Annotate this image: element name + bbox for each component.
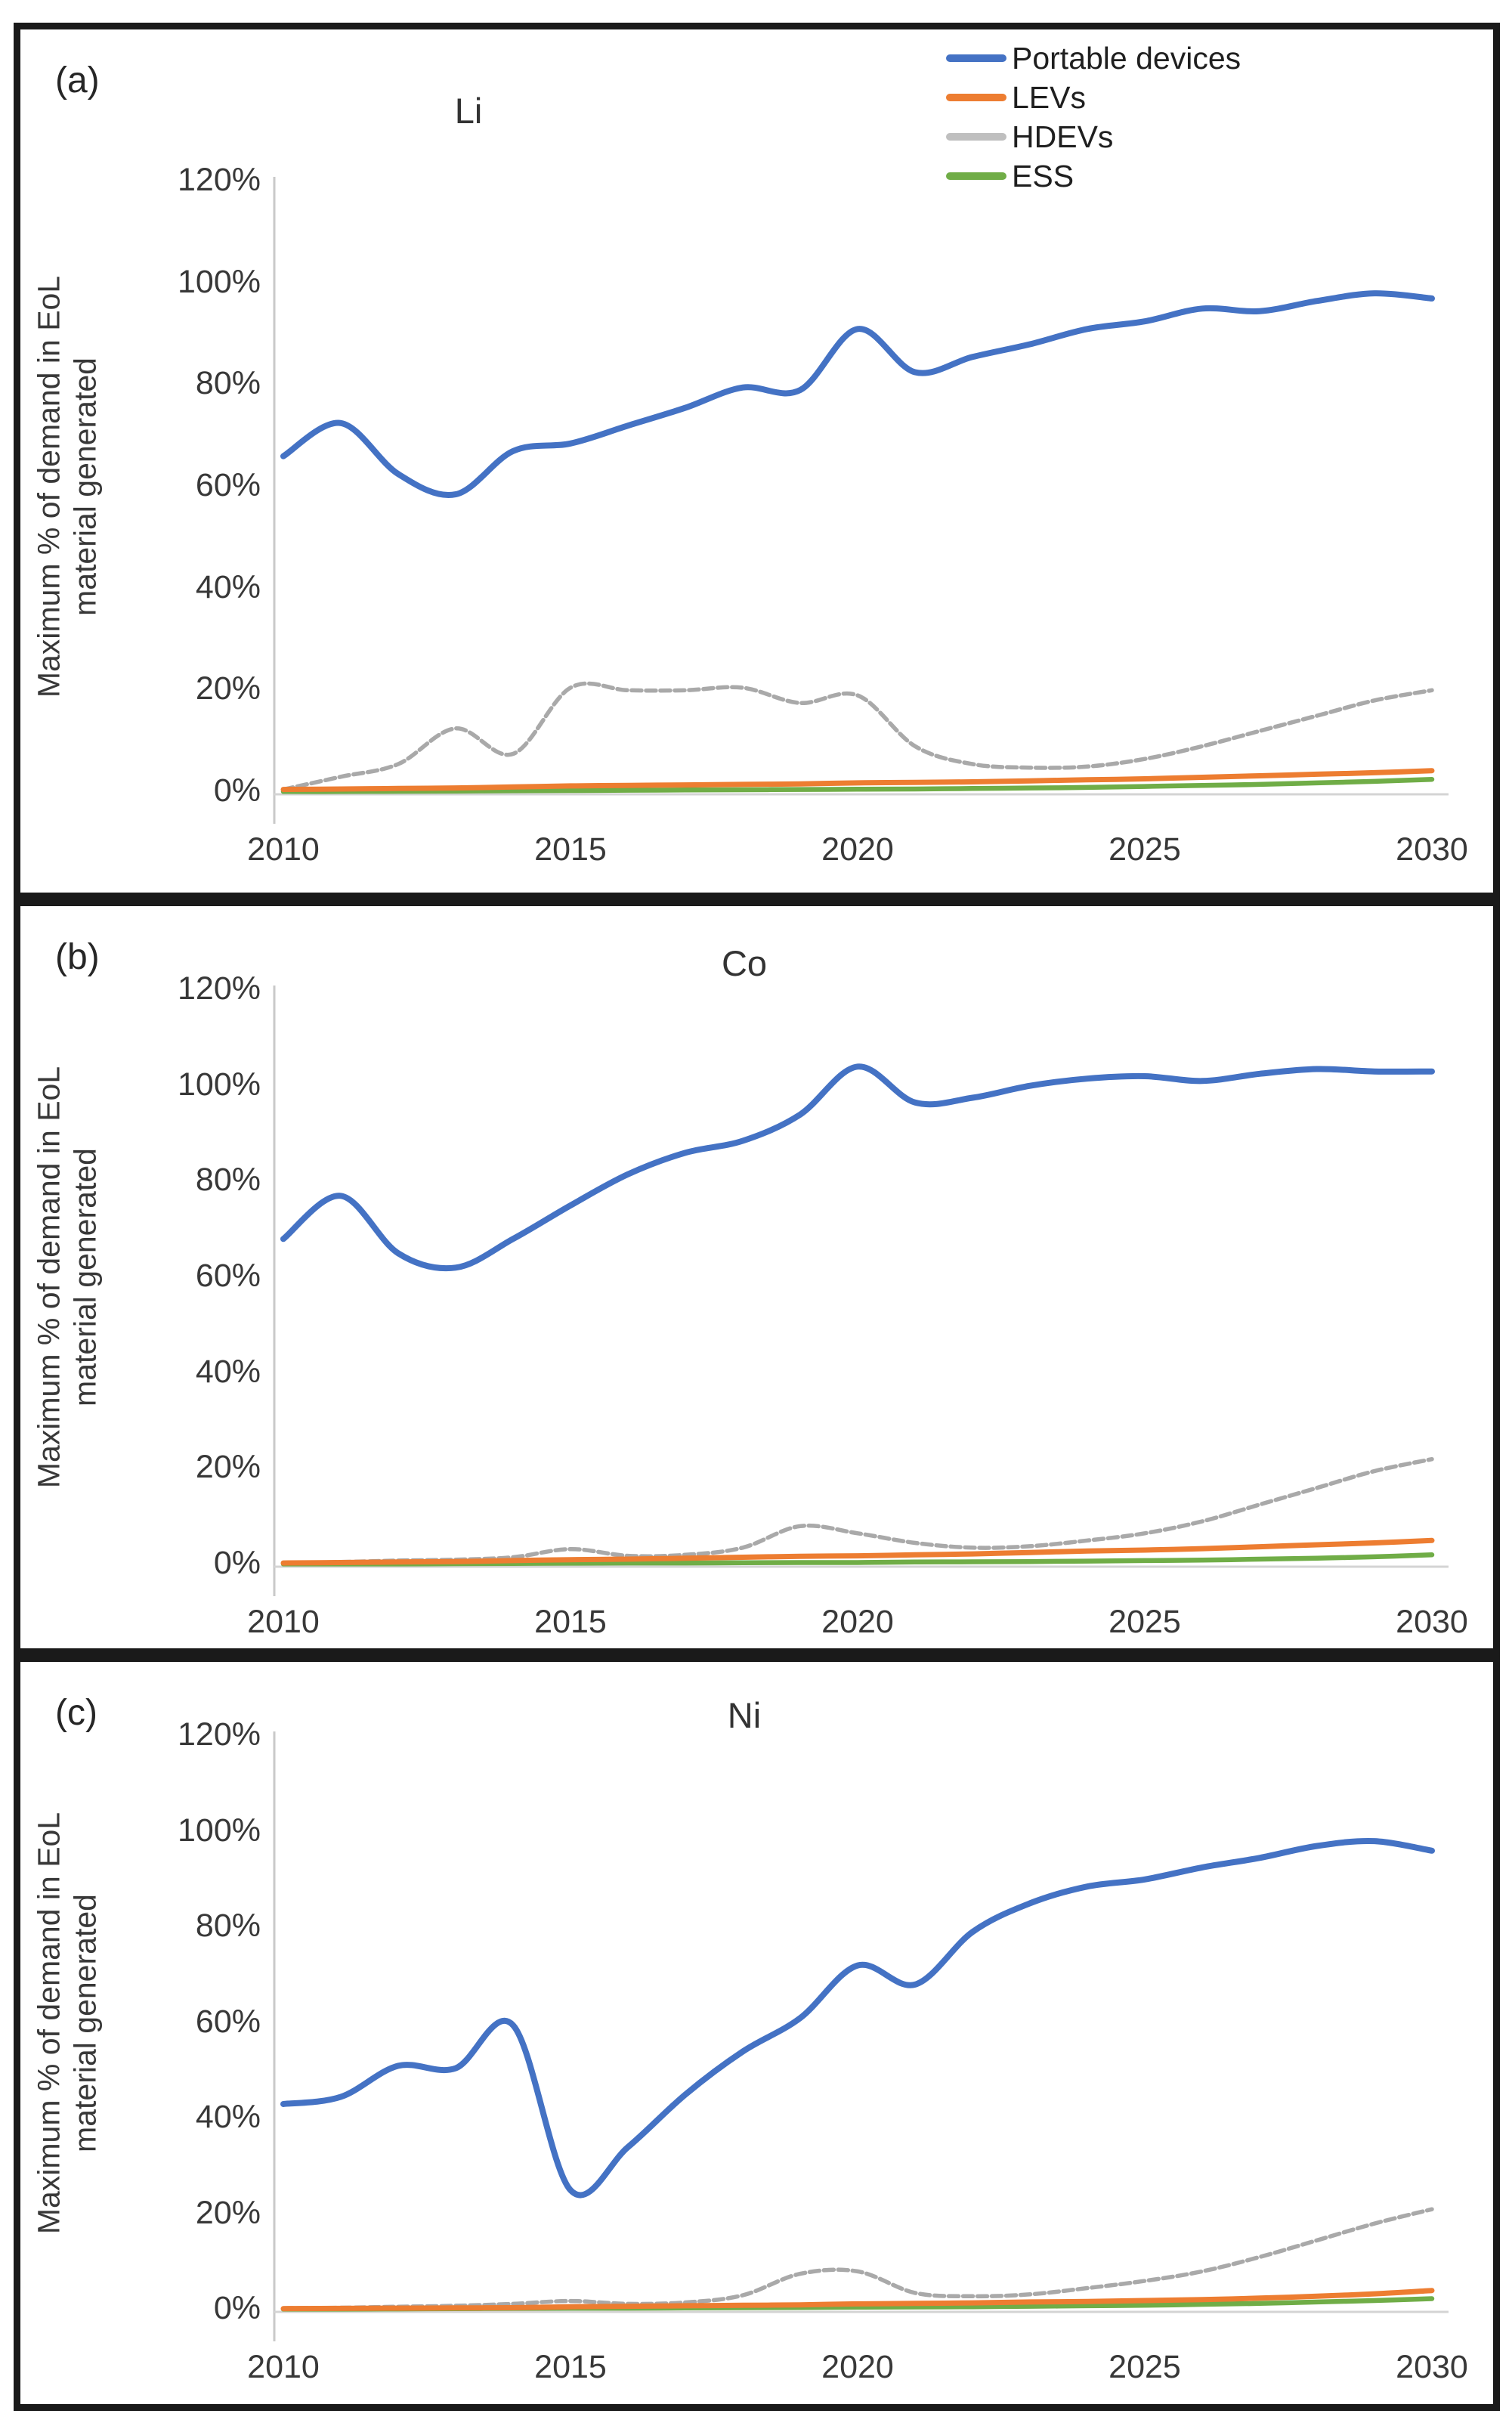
y-tick-label: 40% [195,568,261,605]
levs-line-swatch [946,94,1006,101]
panel-b-co: (b) Co Maximum % of demand in EoL materi… [14,899,1500,1655]
panel-a-li: (a) Li Maximum % of demand in EoL materi… [14,23,1500,899]
series-line-portable-devices [280,1837,1435,2199]
x-tick-label: 2030 [1396,2349,1468,2385]
y-tick-label: 80% [195,1908,261,1944]
series-line-portable-devices [280,290,1435,499]
y-tick-label: 20% [195,1449,261,1486]
y-tick-label: 100% [178,1066,261,1103]
x-tick-label: 2015 [534,831,607,868]
y-tick-label: 40% [195,2099,261,2135]
portable-devices-line-swatch [946,54,1006,62]
x-tick-label: 2030 [1396,831,1468,868]
series-line-ess [280,776,1435,794]
x-tick-label: 2010 [247,2349,320,2385]
y-tick-label: 120% [178,162,261,198]
y-axis-label-line1-b: Maximum % of demand in EoL [31,1066,66,1489]
legend-label: HDEVs [1012,119,1114,154]
x-tick-label: 2010 [247,831,320,868]
y-axis-label-line2-c: material generated [67,1894,103,2152]
x-tick-label: 2010 [247,1604,320,1640]
panel-label-c: (c) [55,1693,97,1733]
line-chart-co [273,986,1449,1596]
ess-line-swatch [946,172,1006,180]
legend: Portable devices LEVs HDEVs ESS [946,39,1241,196]
y-tick-label: 0% [213,1545,261,1581]
x-tick-label: 2025 [1108,831,1181,868]
y-tick-label: 20% [195,2194,261,2231]
y-tick-label: 0% [213,2290,261,2326]
line-chart-ni [273,1731,1449,2341]
chart-title-li: Li [454,91,483,131]
y-axis-label-line2-a: material generated [67,357,103,616]
y-axis-label-line1-c: Maximum % of demand in EoL [31,1812,66,2235]
legend-item-ess: ESS [946,156,1241,196]
series-line-levs [280,1537,1435,1566]
y-tick-label: 80% [195,1162,261,1199]
x-tick-label: 2015 [534,2349,607,2385]
x-tick-label: 2025 [1108,2349,1181,2385]
series-line-levs [280,2288,1435,2312]
legend-item-portable-devices: Portable devices [946,39,1241,78]
y-axis-label-line2-b: material generated [67,1148,103,1406]
legend-label: LEVs [1012,79,1086,115]
y-tick-label: 80% [195,365,261,402]
y-tick-label: 60% [195,1258,261,1294]
panel-label-a: (a) [55,60,100,101]
y-tick-label: 40% [195,1353,261,1390]
y-axis-label-line1-a: Maximum % of demand in EoL [31,275,66,698]
y-tick-label: 100% [178,263,261,300]
chart-title-ni: Ni [727,1695,762,1735]
series-line-levs [280,768,1435,793]
y-tick-label: 20% [195,670,261,707]
x-tick-label: 2020 [821,2349,894,2385]
panel-label-b: (b) [55,937,100,977]
figure-eol-material-panels: (a) Li Maximum % of demand in EoL materi… [14,23,1500,2411]
y-tick-label: 120% [178,970,261,1007]
chart-title-co: Co [721,943,768,983]
y-tick-label: 0% [213,772,261,809]
x-tick-label: 2015 [534,1604,607,1640]
panel-c-ni: (c) Ni Maximum % of demand in EoL materi… [14,1655,1500,2411]
series-line-hdevs [281,681,1434,792]
line-chart-li [273,177,1449,824]
y-tick-label: 120% [178,1716,261,1753]
hdevs-line-swatch [946,133,1006,141]
x-tick-label: 2030 [1396,1604,1468,1640]
legend-label: ESS [1012,158,1074,193]
x-tick-label: 2025 [1108,1604,1181,1640]
series-line-portable-devices [280,1063,1435,1272]
series-line-hdevs [281,2207,1434,2310]
y-tick-label: 60% [195,467,261,503]
legend-item-levs: LEVs [946,78,1241,117]
y-tick-label: 60% [195,2003,261,2040]
x-tick-label: 2020 [821,1604,894,1640]
legend-label: Portable devices [1012,40,1241,76]
x-tick-label: 2020 [821,831,894,868]
legend-item-hdevs: HDEVs [946,117,1241,156]
y-tick-label: 100% [178,1812,261,1849]
